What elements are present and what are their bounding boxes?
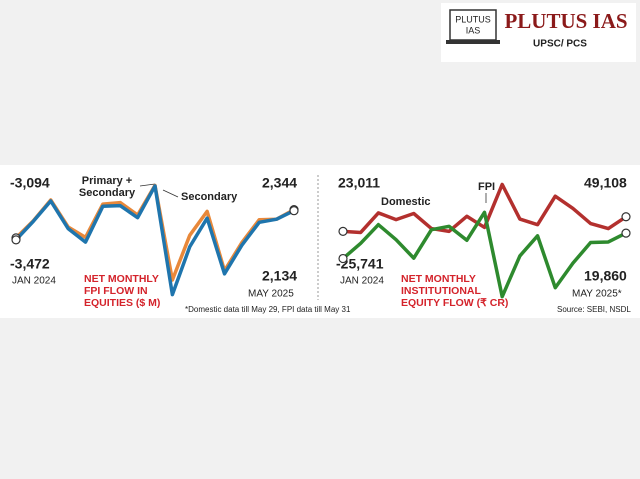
logo-icon-text: IAS (466, 25, 481, 35)
leader-line (162, 189, 179, 198)
end-marker (11, 235, 21, 245)
logo-icon-text: PLUTUS (455, 14, 491, 24)
x-tick-label: MAY 2025* (572, 289, 622, 300)
value-label: 2,344 (262, 175, 297, 191)
value-label: 23,011 (338, 175, 380, 191)
leader-line (139, 183, 156, 187)
chart-title: NET MONTHLY FPI FLOW IN EQUITIES ($ M) (84, 273, 161, 309)
chart-title: NET MONTHLY INSTITUTIONAL EQUITY FLOW (₹… (401, 273, 509, 309)
value-label: 19,860 (584, 268, 627, 284)
end-marker (621, 212, 631, 222)
logo-icon-base (446, 40, 500, 44)
series-line (342, 182, 627, 235)
end-marker (289, 206, 299, 216)
footnote: *Domestic data till May 29, FPI data til… (185, 305, 351, 314)
series-annotation: Domestic (381, 196, 431, 208)
series-annotation: Secondary (181, 191, 238, 203)
value-label: -25,741 (336, 256, 384, 272)
series-line (14, 184, 295, 297)
x-tick-label: JAN 2024 (340, 276, 384, 287)
logo-name: PLUTUS IAS (504, 9, 627, 33)
value-label: -3,472 (10, 256, 50, 272)
value-label: 49,108 (584, 175, 627, 191)
value-label: -3,094 (10, 175, 50, 191)
end-marker (338, 226, 348, 236)
series-line (341, 210, 627, 299)
x-tick-label: MAY 2025 (248, 289, 294, 300)
series-annotation: FPI (478, 181, 495, 193)
end-marker (338, 253, 348, 264)
logo-tagline: UPSC/ PCS (533, 39, 587, 50)
logo-icon (449, 9, 497, 41)
series-annotation: Primary + Secondary (78, 175, 136, 199)
source: Source: SEBI, NSDL (557, 305, 631, 314)
x-tick-label: JAN 2024 (12, 276, 56, 287)
end-marker (621, 228, 631, 238)
value-label: 2,134 (262, 268, 297, 284)
